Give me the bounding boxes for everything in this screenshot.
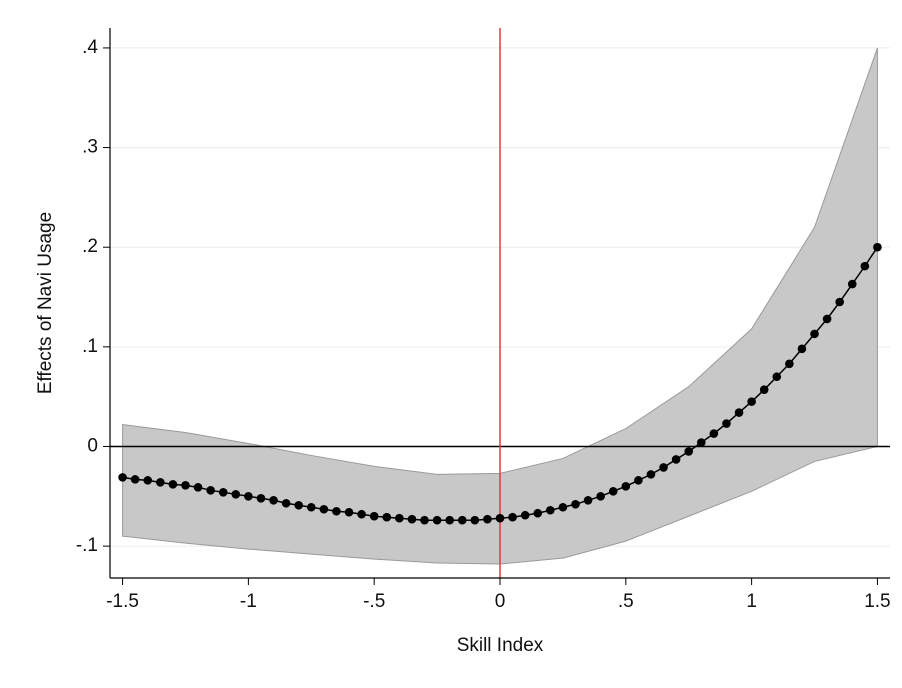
point bbox=[860, 261, 870, 271]
x-tick-label: 0 bbox=[495, 591, 506, 612]
point bbox=[608, 487, 618, 496]
x-tick-label: .5 bbox=[618, 591, 634, 612]
point bbox=[646, 470, 656, 479]
point bbox=[634, 476, 643, 485]
point bbox=[684, 447, 694, 456]
point bbox=[306, 502, 316, 512]
point bbox=[118, 473, 127, 482]
x-tick-label: -.5 bbox=[363, 591, 385, 612]
point bbox=[621, 482, 631, 491]
point bbox=[369, 511, 379, 521]
point bbox=[558, 502, 568, 512]
point bbox=[571, 499, 580, 509]
point bbox=[508, 512, 517, 522]
point bbox=[785, 359, 794, 369]
point bbox=[218, 488, 228, 497]
point bbox=[332, 506, 341, 516]
point bbox=[319, 504, 329, 514]
point bbox=[432, 515, 442, 525]
point bbox=[520, 510, 530, 520]
point bbox=[596, 491, 605, 501]
point bbox=[533, 508, 543, 518]
point bbox=[470, 515, 480, 525]
point bbox=[420, 515, 429, 525]
point bbox=[772, 372, 782, 382]
point bbox=[659, 463, 668, 472]
point bbox=[382, 512, 392, 522]
x-axis-label: Skill Index bbox=[457, 635, 544, 656]
point bbox=[495, 513, 505, 523]
point bbox=[546, 505, 555, 515]
point bbox=[734, 408, 744, 417]
point bbox=[759, 385, 769, 394]
point bbox=[873, 242, 882, 252]
point bbox=[269, 495, 278, 505]
x-tick-label: 1 bbox=[746, 591, 757, 612]
point bbox=[244, 491, 253, 501]
point bbox=[696, 438, 706, 447]
point bbox=[835, 297, 844, 307]
point bbox=[294, 500, 304, 510]
y-tick-label: .4 bbox=[82, 37, 98, 58]
point bbox=[810, 329, 819, 339]
point bbox=[457, 515, 467, 525]
point bbox=[281, 498, 291, 508]
point bbox=[168, 480, 178, 489]
y-tick-label: 0 bbox=[87, 435, 98, 456]
y-tick-label: .3 bbox=[82, 137, 98, 158]
point bbox=[722, 419, 731, 428]
point bbox=[231, 490, 241, 499]
point bbox=[143, 476, 153, 485]
point bbox=[583, 495, 593, 505]
y-tick-label: .1 bbox=[82, 336, 98, 357]
point bbox=[445, 515, 454, 525]
point bbox=[709, 429, 719, 438]
point bbox=[407, 514, 417, 524]
y-tick-label: .2 bbox=[82, 236, 98, 257]
point bbox=[483, 514, 492, 524]
x-tick-label: -1 bbox=[240, 591, 257, 612]
point bbox=[847, 279, 857, 289]
point bbox=[395, 513, 404, 523]
point bbox=[130, 475, 140, 484]
point bbox=[256, 493, 266, 503]
point bbox=[344, 507, 354, 517]
point bbox=[797, 344, 807, 354]
point bbox=[671, 455, 681, 464]
point bbox=[822, 314, 832, 324]
y-tick-label: -.1 bbox=[76, 535, 98, 556]
point bbox=[357, 509, 366, 519]
x-tick-label: 1.5 bbox=[864, 591, 890, 612]
point bbox=[156, 478, 165, 487]
point bbox=[747, 397, 756, 406]
point bbox=[206, 486, 215, 495]
point bbox=[181, 481, 190, 490]
y-axis-label: Effects of Navi Usage bbox=[35, 212, 56, 394]
point bbox=[193, 483, 203, 492]
x-tick-label: -1.5 bbox=[106, 591, 139, 612]
